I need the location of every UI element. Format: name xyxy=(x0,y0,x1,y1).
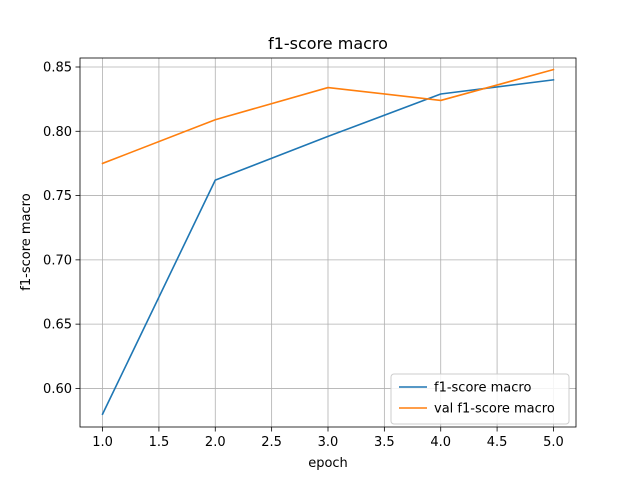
y-tick-label: 0.70 xyxy=(43,253,72,268)
x-tick-label: 4.0 xyxy=(430,435,451,450)
x-tick-label: 3.0 xyxy=(318,435,339,450)
y-tick-label: 0.75 xyxy=(43,189,72,204)
x-tick-label: 2.5 xyxy=(261,435,282,450)
legend-label-1: f1-score macro xyxy=(434,381,531,396)
x-axis-ticks: 1.0 1.5 2.0 2.5 3.0 3.5 4.0 4.5 5.0 xyxy=(92,427,564,450)
x-tick-label: 5.0 xyxy=(543,435,564,450)
series-lines xyxy=(101,68,555,416)
chart-title: f1-score macro xyxy=(268,34,388,53)
x-tick-label: 1.0 xyxy=(92,435,113,450)
x-axis-label: epoch xyxy=(308,456,348,471)
y-tick-label: 0.60 xyxy=(43,382,72,397)
series-line-1 xyxy=(101,78,555,416)
legend: f1-score macro val f1-score macro xyxy=(390,373,570,425)
series-line-2 xyxy=(101,68,555,165)
x-tick-label: 3.5 xyxy=(374,435,395,450)
y-tick-label: 0.85 xyxy=(43,61,72,76)
y-axis-ticks: 0.60 0.65 0.70 0.75 0.80 0.85 xyxy=(43,61,80,397)
x-tick-label: 1.5 xyxy=(149,435,170,450)
x-tick-label: 2.0 xyxy=(205,435,226,450)
y-axis-label: f1-score macro xyxy=(19,193,34,290)
legend-label-2: val f1-score macro xyxy=(434,402,555,417)
y-tick-label: 0.80 xyxy=(43,125,72,140)
legend-box xyxy=(390,373,570,425)
x-tick-label: 4.5 xyxy=(487,435,508,450)
y-tick-label: 0.65 xyxy=(43,318,72,333)
